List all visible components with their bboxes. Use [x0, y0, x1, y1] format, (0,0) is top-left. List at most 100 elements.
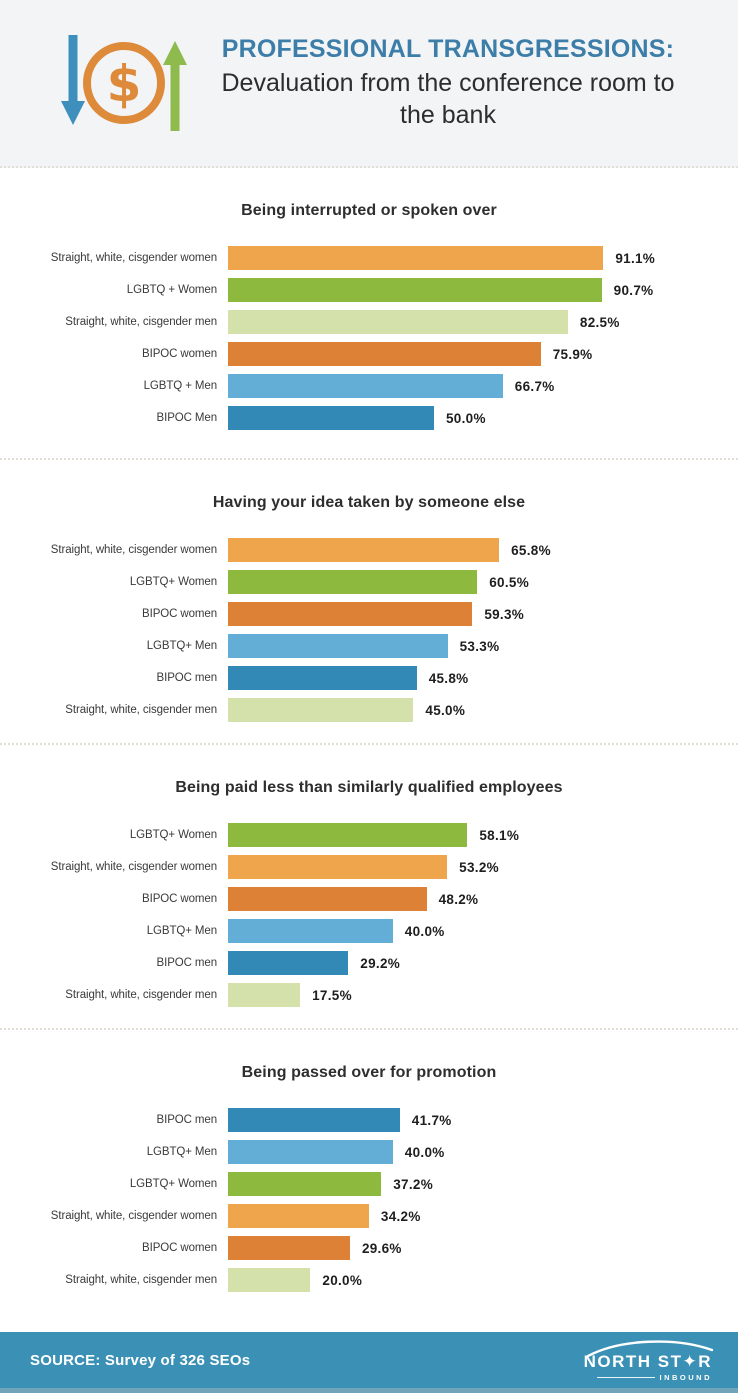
value-label: 53.2% — [459, 859, 499, 875]
chart-row: LGBTQ+ Men 53.3% — [0, 634, 738, 658]
value-label: 41.7% — [411, 1112, 452, 1128]
chart-row: Straight, white, cisgender women 53.2% — [0, 855, 738, 879]
chart-row: BIPOC women 59.3% — [0, 602, 738, 626]
header: $ PROFESSIONAL TRANSGRESSIONS: Devaluati… — [0, 0, 738, 168]
chart-row: LGBTQ + Men 66.7% — [0, 374, 738, 398]
value-label: 90.7% — [613, 282, 654, 298]
bar — [228, 1236, 350, 1260]
bar — [228, 983, 301, 1007]
chart-row: Straight, white, cisgender men 20.0% — [0, 1268, 738, 1292]
bar — [228, 278, 602, 302]
logo-text: NORTH ST✦R — [583, 1351, 712, 1371]
page-subtitle: Devaluation from the conference room to … — [221, 69, 675, 129]
value-label: 66.7% — [514, 378, 555, 394]
value-label: 59.3% — [484, 606, 525, 622]
chart-rows: LGBTQ+ Women 58.1% Straight, white, cisgen… — [0, 823, 738, 1007]
bar — [228, 634, 448, 658]
chart-title: Having your idea taken by someone else — [212, 494, 526, 511]
chart-row: BIPOC women 48.2% — [0, 887, 738, 911]
bar — [228, 342, 541, 366]
category-label: LGBTQ+ Men — [146, 640, 217, 652]
value-label: 53.3% — [459, 638, 500, 654]
category-label: BIPOC women — [142, 608, 217, 620]
chart-row: Straight, white, cisgender women 91.1% — [0, 246, 738, 270]
logo-subrow: INBOUND — [584, 1373, 712, 1382]
value-label: 45.8% — [428, 670, 469, 686]
value-label: 65.8% — [511, 542, 551, 558]
chart-row: Straight, white, cisgender men 45.0% — [0, 698, 738, 722]
money-up-down-icon: $ — [60, 31, 188, 140]
bar — [228, 1204, 369, 1228]
category-label: BIPOC women — [142, 348, 217, 360]
value-label: 34.2% — [380, 1208, 421, 1224]
bar — [228, 1172, 382, 1196]
category-label: LGBTQ+ Women — [129, 576, 217, 588]
chart-row: LGBTQ+ Women 60.5% — [0, 570, 738, 594]
category-label: LGBTQ + Women — [126, 284, 217, 296]
category-label: BIPOC men — [156, 957, 218, 969]
category-label: BIPOC women — [142, 1242, 217, 1254]
chart-row: Straight, white, cisgender women 65.8% — [0, 538, 738, 562]
chart-row: BIPOC men 45.8% — [0, 666, 738, 690]
value-label: 40.0% — [404, 1144, 445, 1160]
bar — [228, 698, 414, 722]
chart-section-paid-less: Being paid less than similarly qualified… — [0, 743, 738, 1028]
bar — [228, 602, 473, 626]
chart-row: BIPOC women 29.6% — [0, 1236, 738, 1260]
chart-row: BIPOC Men 50.0% — [0, 406, 738, 430]
value-label: 29.2% — [360, 955, 401, 971]
value-label: 17.5% — [312, 987, 352, 1003]
category-label: BIPOC Men — [156, 412, 218, 424]
category-label: LGBTQ+ Men — [146, 1146, 217, 1158]
category-label: Straight, white, cisgender women — [50, 252, 217, 264]
category-label: LGBTQ + Men — [143, 380, 217, 392]
category-label: Straight, white, cisgender men — [65, 1274, 217, 1286]
category-label: Straight, white, cisgender men — [65, 316, 217, 328]
category-label: BIPOC men — [156, 1114, 218, 1126]
chart-rows: Straight, white, cisgender women 65.8% LGB… — [0, 538, 738, 722]
bar — [228, 406, 434, 430]
value-label: 29.6% — [361, 1240, 402, 1256]
bar — [228, 887, 427, 911]
chart-row: BIPOC men 41.7% — [0, 1108, 738, 1132]
logo-swoosh-icon — [586, 1339, 714, 1357]
chart-section-idea-taken: Having your idea taken by someone else S… — [0, 458, 738, 743]
value-label: 58.1% — [479, 827, 520, 843]
svg-text:$: $ — [107, 55, 142, 113]
north-star-logo: NORTH ST✦R INBOUND — [583, 1339, 714, 1382]
value-label: 75.9% — [552, 346, 593, 362]
chart-row: LGBTQ+ Women 37.2% — [0, 1172, 738, 1196]
value-label: 50.0% — [446, 410, 486, 426]
chart-row: BIPOC women 75.9% — [0, 342, 738, 366]
category-label: Straight, white, cisgender women — [50, 544, 217, 556]
bar — [228, 855, 448, 879]
chart-row: BIPOC men 29.2% — [0, 951, 738, 975]
bar — [228, 666, 417, 690]
category-label: Straight, white, cisgender women — [50, 861, 217, 873]
chart-row: LGBTQ + Women 90.7% — [0, 278, 738, 302]
chart-section-interrupted: Being interrupted or spoken over Straigh… — [0, 168, 738, 458]
category-label: Straight, white, cisgender women — [50, 1210, 217, 1222]
value-label: 45.0% — [425, 702, 466, 718]
value-label: 48.2% — [438, 891, 479, 907]
chart-title: Being passed over for promotion — [241, 1064, 497, 1081]
footer: SOURCE: Survey of 326 SEOs NORTH ST✦R IN… — [0, 1332, 738, 1393]
chart-row: Straight, white, cisgender women 34.2% — [0, 1204, 738, 1228]
bar — [228, 1108, 400, 1132]
bar — [228, 310, 568, 334]
value-label: 40.0% — [404, 923, 445, 939]
category-label: Straight, white, cisgender men — [65, 989, 217, 1001]
chart-row: LGBTQ+ Men 40.0% — [0, 1140, 738, 1164]
value-label: 60.5% — [489, 574, 530, 590]
bar — [228, 538, 500, 562]
bar — [228, 246, 604, 270]
category-label: LGBTQ+ Women — [129, 1178, 217, 1190]
bar — [228, 374, 503, 398]
category-label: LGBTQ+ Women — [129, 829, 217, 841]
value-label: 20.0% — [322, 1272, 363, 1288]
value-label: 82.5% — [579, 314, 620, 330]
bar — [228, 823, 468, 847]
chart-row: LGBTQ+ Women 58.1% — [0, 823, 738, 847]
chart-row: Straight, white, cisgender men 82.5% — [0, 310, 738, 334]
category-label: LGBTQ+ Men — [146, 925, 217, 937]
